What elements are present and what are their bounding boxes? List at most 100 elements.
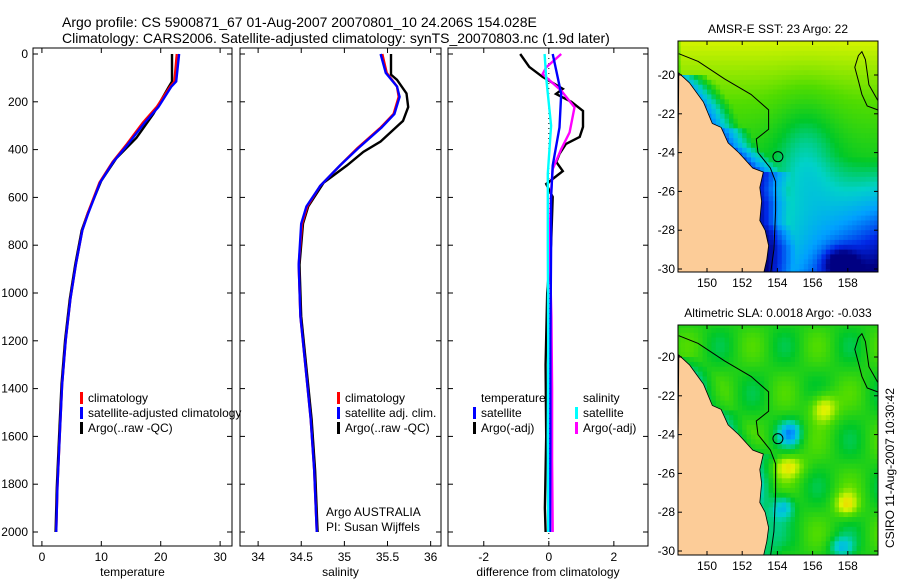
map-cell (693, 41, 699, 47)
map-cell (755, 79, 761, 86)
map-cell (799, 94, 805, 100)
map-cell (847, 254, 853, 260)
map-cell (781, 546, 787, 552)
map-cell (799, 395, 805, 402)
map-cell (856, 104, 862, 110)
map-cell (856, 376, 862, 382)
map-cell (856, 366, 862, 373)
map-cell (825, 502, 831, 508)
map-cell (759, 332, 765, 339)
map-cell (847, 181, 853, 188)
map-cell (834, 254, 840, 260)
map-cell (839, 497, 844, 503)
map-cell (812, 337, 818, 343)
map-cell (786, 395, 792, 402)
map-cell (720, 108, 726, 115)
map-cell (790, 108, 796, 115)
map-cell (777, 390, 783, 397)
map-cell (773, 50, 778, 57)
map-cell (707, 108, 712, 115)
map-cell (834, 507, 840, 513)
map-cell (839, 531, 844, 537)
map-cell (847, 449, 853, 455)
map-cell (856, 230, 862, 236)
map-cell (786, 454, 792, 460)
map-cell (856, 352, 862, 358)
map-cell (803, 415, 809, 421)
map-cell (812, 254, 818, 260)
map-cell (830, 424, 836, 431)
map-cell (861, 147, 866, 154)
map-cell (746, 65, 752, 71)
map-cell (799, 521, 805, 528)
map-cell (861, 458, 866, 465)
map-cell (865, 478, 871, 484)
map-cell (803, 172, 809, 178)
map-cell (777, 521, 783, 528)
map-cell (830, 449, 836, 455)
map-cell (803, 104, 809, 110)
map-cell (737, 347, 743, 353)
lon-tick-label: 152 (732, 559, 752, 573)
map-cell (759, 449, 765, 455)
map-cell (847, 337, 853, 343)
map-cell (733, 325, 739, 329)
map-cell (861, 244, 866, 251)
map-cell (847, 429, 853, 436)
map-cell (825, 196, 831, 202)
map-cell (808, 191, 814, 197)
map-cell (803, 152, 809, 158)
map-cell (729, 118, 734, 125)
map-cell (702, 94, 708, 100)
map-cell (803, 521, 809, 528)
map-cell (737, 99, 743, 105)
map-cell (790, 434, 796, 440)
map-cell (781, 215, 787, 221)
map-cell (821, 546, 827, 552)
map-cell (729, 381, 734, 387)
map-cell (834, 531, 840, 537)
map-cell (768, 420, 774, 426)
map-cell (751, 327, 756, 334)
map-cell (733, 410, 739, 416)
map-cell (856, 138, 862, 144)
map-cell (777, 483, 783, 489)
map-cell (821, 205, 827, 212)
legend-label: Argo(-adj) (583, 421, 636, 435)
map-cell (768, 99, 774, 105)
map-cell (755, 70, 761, 76)
map-cell (825, 45, 831, 52)
map-cell (746, 50, 752, 57)
map-cell (755, 123, 761, 129)
map-cell (786, 526, 792, 533)
map-cell (720, 376, 726, 382)
map-cell (768, 352, 774, 358)
map-cell (861, 50, 866, 57)
map-cell (869, 152, 875, 158)
map-cell (746, 152, 752, 158)
map-cell (808, 89, 814, 95)
map-cell (751, 444, 756, 450)
map-cell (759, 220, 765, 226)
map-cell (746, 108, 752, 115)
map-cell (742, 108, 748, 115)
map-cell (759, 410, 765, 416)
map-cell (865, 458, 871, 465)
map-cell (720, 113, 726, 120)
map-cell (707, 386, 712, 392)
map-cell (781, 128, 787, 134)
map-cell (852, 386, 858, 392)
map-cell (724, 70, 730, 76)
map-cell (843, 84, 849, 91)
map-cell (693, 84, 699, 91)
map-cell (834, 94, 840, 100)
map-cell (759, 113, 765, 120)
map-cell (839, 196, 844, 202)
map-cell (742, 113, 748, 120)
map-cell (707, 327, 712, 334)
map-cell (759, 420, 765, 426)
map-cell (812, 104, 818, 110)
map-cell (803, 502, 809, 508)
map-cell (821, 249, 827, 255)
